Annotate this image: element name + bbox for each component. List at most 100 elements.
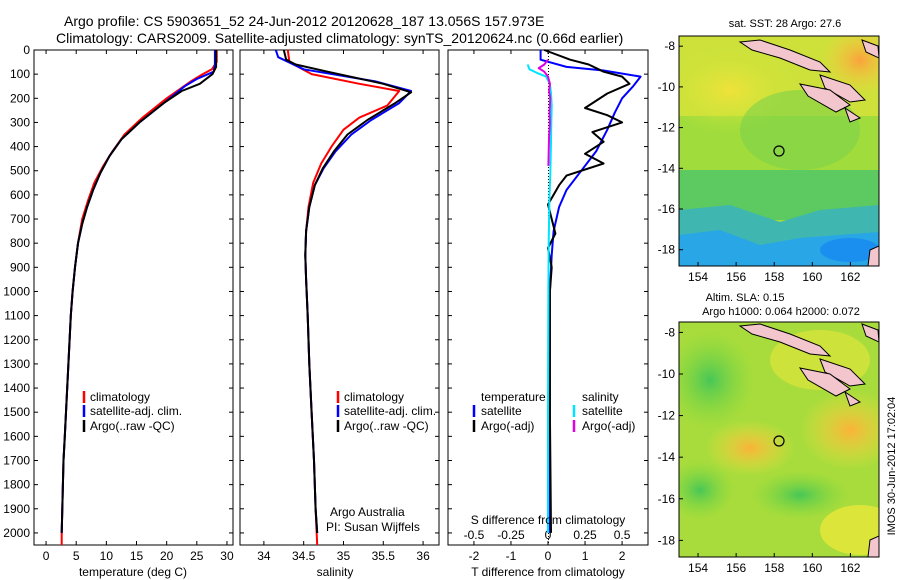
map-x-tick-label: 160 [802, 270, 822, 284]
y-tick-label: 1300 [3, 357, 30, 371]
map-y-tick-label: -18 [658, 243, 676, 257]
y-tick-label: 1800 [3, 478, 30, 492]
legend-argo: Argo(..raw -QC) [90, 419, 175, 433]
x-tick-label: 1 [582, 549, 589, 563]
y-tick-label: 200 [10, 91, 30, 105]
temperature-legend: climatology satellite-adj. clim. Argo(..… [82, 390, 182, 433]
y-tick-label: 500 [10, 164, 30, 178]
s-difference-label: S difference from climatology [471, 513, 626, 527]
map-y-tick-label: -16 [658, 202, 676, 216]
y-tick-label: 1500 [3, 405, 30, 419]
map-x-tick-label: 154 [688, 270, 708, 284]
y-tick-label: 1100 [4, 309, 30, 323]
header-line-2: Climatology: CARS2009. Satellite-adjuste… [56, 30, 623, 46]
land-masses [738, 323, 879, 557]
argo-float-marker [773, 435, 785, 447]
legend-s-argo: Argo(-adj) [582, 419, 635, 433]
y-tick-label: 900 [10, 260, 30, 274]
imos-credit: IMOS 30-Jun-2012 17:02:04 [886, 397, 898, 536]
map-x-tick-label: 158 [764, 561, 784, 575]
s-diff-tick-label: -0.25 [497, 528, 525, 542]
series-salinity-satellite [526, 64, 553, 533]
map-y-tick-label: -18 [658, 533, 676, 547]
x-tick-label: 10 [100, 549, 114, 563]
map-x-tick-label: 154 [688, 561, 708, 575]
x-tick-label: 30 [220, 549, 234, 563]
x-tick-label: 20 [160, 549, 174, 563]
y-tick-label: 1900 [3, 502, 30, 516]
s-diff-tick-label: 0.25 [573, 528, 597, 542]
salinity-panel: 34 34.5 35 35.5 36 salinity climatology sate… [239, 49, 440, 579]
annotation-argo-australia: Argo Australia [330, 505, 405, 519]
legend-satellite: satellite-adj. clim. [344, 404, 436, 418]
sst-map-title: sat. SST: 28 Argo: 27.6 [729, 18, 842, 30]
s-diff-tick-label: 0 [545, 528, 552, 542]
salinity-xlabel: salinity [317, 565, 354, 579]
map-y-tick-label: -12 [658, 121, 676, 135]
map-y-tick-label: -16 [658, 492, 676, 506]
legend-t-satellite: satellite [481, 404, 522, 418]
x-tick-label: 35 [337, 549, 351, 563]
legend-s-satellite: satellite [582, 404, 623, 418]
sla-map-title: Altim. SLA: 0.15 [706, 292, 785, 304]
salinity-legend: climatology satellite-adj. clim. Argo(..… [336, 390, 436, 433]
map-x-tick-label: 156 [726, 270, 746, 284]
t-difference-label: T difference from climatology [471, 565, 625, 579]
y-tick-label: 700 [10, 212, 30, 226]
y-tick-label: 2000 [3, 526, 30, 540]
map-y-tick-label: -8 [664, 325, 675, 339]
legend-salinity-heading: salinity [582, 390, 619, 404]
map-y-tick-label: -10 [658, 367, 676, 381]
map-x-tick-label: 160 [802, 561, 822, 575]
y-tick-label: 1600 [3, 429, 30, 443]
x-tick-label: -2 [469, 549, 480, 563]
header-line-1: Argo profile: CS 5903651_52 24-Jun-2012 … [64, 13, 544, 29]
x-tick-label: 5 [73, 549, 80, 563]
map-x-tick-label: 158 [764, 270, 784, 284]
series-salinity-argo-adj- [537, 59, 552, 166]
salinity-axes-frame [239, 49, 440, 546]
legend-t-argo: Argo(-adj) [481, 419, 534, 433]
land-masses [738, 39, 879, 266]
sla-map: Altim. SLA: 0.15 Argo h1000: 0.064 h2000… [658, 292, 880, 575]
legend-argo: Argo(..raw -QC) [344, 419, 429, 433]
legend-temperature-heading: temperature [481, 390, 546, 404]
map-y-tick-label: -14 [658, 450, 676, 464]
legend-satellite: satellite-adj. clim. [90, 404, 182, 418]
map-y-tick-label: -12 [658, 409, 676, 423]
series-argo-raw-qc- [282, 49, 413, 533]
y-tick-label: 300 [10, 115, 30, 129]
x-tick-label: 15 [130, 549, 144, 563]
map-x-tick-label: 162 [840, 561, 860, 575]
y-tick-label: 800 [10, 236, 30, 250]
y-tick-label: 1700 [3, 453, 30, 467]
x-tick-label: 2 [619, 549, 626, 563]
y-tick-label: 400 [10, 140, 30, 154]
y-tick-label: 0 [23, 43, 30, 57]
x-tick-label: 35.5 [372, 549, 396, 563]
series-argo-raw-qc- [60, 50, 218, 533]
annotation-pi: PI: Susan Wijffels [326, 520, 420, 534]
x-tick-label: -1 [506, 549, 517, 563]
temperature-xlabel: temperature (deg C) [79, 565, 187, 579]
y-tick-label: 1000 [3, 284, 30, 298]
map-y-tick-label: -14 [658, 161, 676, 175]
map-x-tick-label: 156 [726, 561, 746, 575]
legend-climatology: climatology [344, 390, 404, 404]
s-diff-tick-label: 0.5 [614, 528, 631, 542]
s-diff-tick-label: -0.5 [464, 528, 485, 542]
x-tick-label: 25 [190, 549, 204, 563]
sla-map-frame [678, 321, 880, 558]
x-tick-label: 34.5 [292, 549, 316, 563]
y-tick-label: 1400 [3, 381, 30, 395]
sst-map-frame [678, 35, 880, 267]
x-tick-label: 34 [257, 549, 271, 563]
sst-map: sat. SST: 28 Argo: 27.6 [658, 18, 880, 284]
y-tick-label: 600 [10, 188, 30, 202]
difference-panel: -2 -1 0 1 2 -0.5 -0.25 0 0.25 0.5 S difference fr… [447, 49, 649, 579]
map-x-tick-label: 162 [840, 270, 860, 284]
y-tick-label: 1200 [3, 333, 30, 347]
map-y-tick-label: -8 [664, 39, 675, 53]
argo-float-marker [773, 145, 785, 157]
